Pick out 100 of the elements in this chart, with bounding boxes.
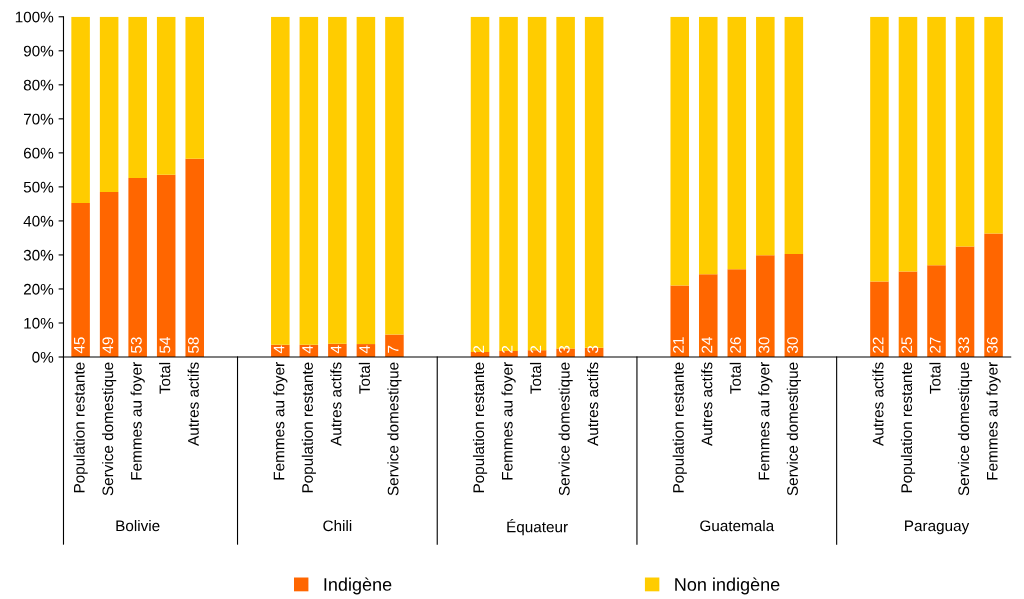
bar bbox=[955, 246, 975, 357]
bar bbox=[927, 16, 946, 266]
y-tick-label: 80% bbox=[23, 79, 54, 91]
bar bbox=[71, 16, 90, 203]
data-label: 54 bbox=[159, 337, 171, 353]
x-tick-label: Autres actifs bbox=[330, 362, 342, 446]
data-label: 2 bbox=[530, 345, 542, 353]
y-tick-label: 50% bbox=[23, 181, 54, 193]
x-tick-label: Population restante bbox=[73, 362, 88, 493]
bar bbox=[385, 16, 404, 335]
data-label: 30 bbox=[787, 337, 798, 354]
x-tick-label: Population restante bbox=[301, 362, 316, 493]
x-tick-label: Femmes au foyer bbox=[758, 362, 773, 480]
bar bbox=[870, 16, 889, 282]
bar bbox=[271, 16, 290, 345]
data-label: 4 bbox=[359, 345, 370, 354]
legend-label: Non indigène bbox=[675, 577, 780, 595]
x-tick-label: Total bbox=[529, 362, 542, 394]
bar bbox=[784, 253, 804, 357]
bar bbox=[984, 16, 1003, 234]
bar bbox=[71, 202, 90, 357]
text: Bolivie bbox=[116, 520, 160, 532]
x-tick-label: Total bbox=[929, 362, 941, 394]
text: Paraguay bbox=[905, 520, 970, 535]
x-tick-label: Femmes au foyer bbox=[986, 362, 1001, 480]
data-label: 45 bbox=[74, 337, 85, 354]
bar bbox=[128, 16, 147, 179]
y-tick-label: 20% bbox=[23, 283, 54, 295]
bar bbox=[328, 16, 347, 344]
bar bbox=[927, 265, 946, 357]
x-tick-label: Autres actifs bbox=[701, 362, 713, 446]
data-label: 27 bbox=[929, 337, 941, 353]
x-tick-label: Total bbox=[159, 362, 171, 394]
bar bbox=[99, 191, 119, 357]
x-tick-label: Population restante bbox=[900, 362, 916, 493]
x-tick-label: Autres actifs bbox=[872, 362, 884, 446]
x-tick-label: Service domestique bbox=[957, 362, 973, 496]
text: Équateur bbox=[507, 518, 568, 536]
data-label: 33 bbox=[958, 337, 970, 354]
data-label: 4 bbox=[330, 345, 342, 354]
x-tick-label: Service domestique bbox=[786, 362, 801, 496]
x-tick-label: Service domestique bbox=[102, 362, 117, 496]
data-label: 25 bbox=[901, 337, 913, 353]
x-tick-label: Femmes au foyer bbox=[501, 362, 516, 480]
bar bbox=[727, 16, 747, 270]
bar bbox=[185, 16, 204, 159]
bar bbox=[356, 16, 376, 345]
x-tick-label: Total bbox=[729, 362, 741, 394]
bar bbox=[670, 285, 690, 357]
x-tick-label: Femmes au foyer bbox=[130, 362, 145, 480]
bar bbox=[784, 16, 804, 254]
x-tick-label: Autres actifs bbox=[187, 362, 199, 446]
bar bbox=[955, 16, 975, 247]
data-label: 30 bbox=[758, 337, 770, 354]
bar bbox=[898, 271, 918, 357]
text: Guatemala bbox=[700, 520, 775, 532]
data-label: 22 bbox=[872, 337, 884, 353]
x-tick-label: Service domestique bbox=[387, 362, 402, 496]
data-label: 4 bbox=[302, 345, 313, 354]
data-label: 36 bbox=[986, 337, 998, 354]
x-tick-label: Femmes au foyer bbox=[273, 362, 288, 480]
y-tick-label: 0% bbox=[32, 351, 54, 363]
data-label: 24 bbox=[701, 337, 713, 353]
bar bbox=[385, 334, 404, 357]
x-tick-label: Autres actifs bbox=[587, 362, 599, 446]
bar bbox=[527, 16, 547, 351]
data-label: 2 bbox=[501, 345, 513, 353]
y-tick-label: 100% bbox=[15, 11, 54, 23]
bar bbox=[870, 281, 889, 357]
bar bbox=[156, 174, 176, 357]
data-label: 3 bbox=[587, 345, 599, 354]
data-label: 7 bbox=[387, 345, 399, 353]
bar bbox=[299, 16, 319, 345]
bar bbox=[756, 255, 775, 357]
data-label: 26 bbox=[730, 337, 741, 353]
x-tick-label: Total bbox=[358, 362, 371, 394]
y-tick-label: 30% bbox=[23, 249, 54, 261]
bar bbox=[670, 16, 690, 286]
data-label: 2 bbox=[473, 345, 484, 353]
y-tick-label: 10% bbox=[24, 317, 54, 329]
data-label: 21 bbox=[673, 337, 684, 353]
data-label: 4 bbox=[273, 345, 285, 354]
bar bbox=[699, 274, 718, 357]
y-tick-label: 40% bbox=[23, 215, 54, 227]
bar bbox=[756, 16, 775, 256]
legend-label: Indigène bbox=[324, 577, 392, 595]
data-label: 53 bbox=[130, 337, 142, 353]
y-tick-label: 90% bbox=[23, 45, 54, 57]
bar bbox=[470, 16, 490, 352]
text: Chili bbox=[323, 520, 352, 532]
data-label: 58 bbox=[188, 337, 199, 353]
bar bbox=[984, 233, 1003, 357]
bar bbox=[128, 178, 147, 357]
y-tick-label: 70% bbox=[23, 113, 54, 125]
bar bbox=[699, 16, 718, 275]
data-label: 49 bbox=[102, 337, 114, 354]
bar bbox=[499, 16, 518, 351]
data-label: 3 bbox=[558, 345, 570, 354]
bar bbox=[185, 158, 204, 357]
bar bbox=[727, 269, 747, 357]
